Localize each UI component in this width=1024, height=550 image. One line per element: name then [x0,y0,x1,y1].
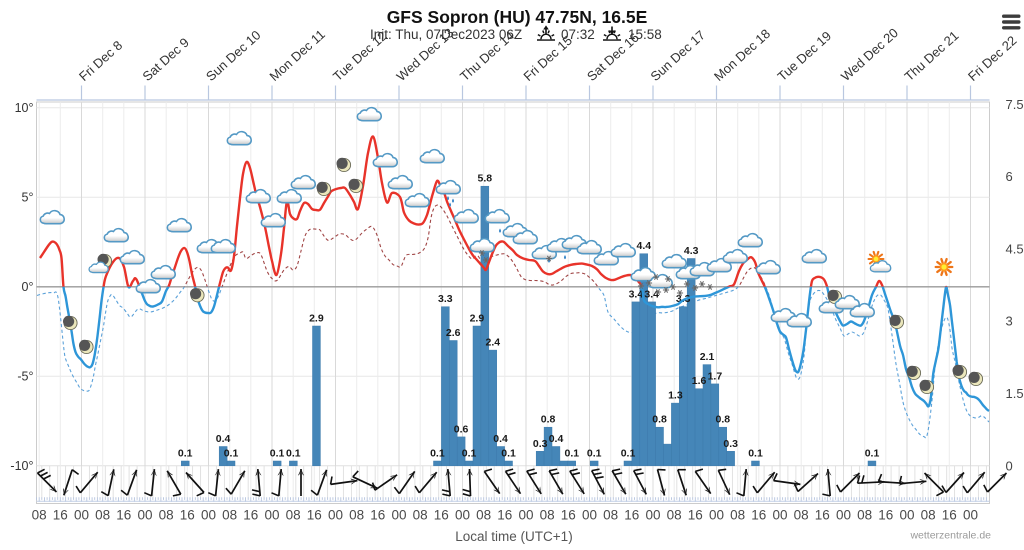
svg-text:00: 00 [455,508,470,523]
svg-text:0.1: 0.1 [462,448,477,460]
svg-text:4.5: 4.5 [1006,241,1024,256]
svg-text:0.6: 0.6 [454,423,469,435]
svg-text:2.6: 2.6 [446,327,461,339]
svg-text:0°: 0° [22,280,34,294]
svg-text:08: 08 [222,508,237,523]
svg-text:08: 08 [159,508,174,523]
svg-text:16: 16 [180,508,195,523]
svg-text:-10°: -10° [10,459,33,473]
svg-text:2.9: 2.9 [470,313,485,325]
svg-text:2.1: 2.1 [700,351,715,363]
svg-text:08: 08 [921,508,936,523]
svg-text:00: 00 [963,508,978,523]
svg-text:0.4: 0.4 [216,433,231,445]
svg-text:7.5: 7.5 [1006,97,1024,112]
svg-text:wetterzentrale.de: wetterzentrale.de [909,530,991,542]
svg-text:16: 16 [815,508,830,523]
svg-text:00: 00 [836,508,851,523]
svg-text:0.1: 0.1 [178,448,193,460]
svg-text:0.1: 0.1 [865,448,880,460]
svg-text:00: 00 [582,508,597,523]
svg-text:08: 08 [286,508,301,523]
svg-text:00: 00 [74,508,89,523]
svg-text:2.4: 2.4 [485,337,500,349]
svg-text:08: 08 [95,508,110,523]
svg-text:0.1: 0.1 [224,448,239,460]
svg-text:2.9: 2.9 [309,313,324,325]
svg-text:16: 16 [434,508,449,523]
svg-text:0.4: 0.4 [493,433,508,445]
svg-text:-5°: -5° [17,370,33,384]
svg-text:1.5: 1.5 [1006,386,1024,401]
svg-text:00: 00 [899,508,914,523]
svg-text:GFS Sopron (HU) 47.75N, 16.5E: GFS Sopron (HU) 47.75N, 16.5E [387,7,648,27]
svg-text:0.1: 0.1 [587,448,602,460]
svg-text:00: 00 [137,508,152,523]
svg-text:0: 0 [1006,458,1013,473]
svg-text:08: 08 [857,508,872,523]
svg-text:16: 16 [53,508,68,523]
svg-text:16: 16 [243,508,258,523]
svg-text:0.1: 0.1 [501,448,516,460]
svg-text:Local time (UTC+1): Local time (UTC+1) [455,529,572,544]
svg-text:16: 16 [751,508,766,523]
svg-text:0.1: 0.1 [430,448,445,460]
svg-text:10°: 10° [15,101,34,115]
svg-text:1.6: 1.6 [692,375,707,387]
svg-text:00: 00 [391,508,406,523]
svg-text:0.3: 0.3 [533,438,548,450]
svg-text:08: 08 [730,508,745,523]
svg-text:00: 00 [645,508,660,523]
svg-text:00: 00 [328,508,343,523]
svg-text:16: 16 [370,508,385,523]
svg-text:3.3: 3.3 [438,293,453,305]
svg-text:07:32: 07:32 [561,27,595,42]
svg-text:0.4: 0.4 [549,433,564,445]
svg-text:08: 08 [603,508,618,523]
svg-text:0.8: 0.8 [715,414,730,426]
svg-text:5°: 5° [22,191,34,205]
svg-text:08: 08 [476,508,491,523]
svg-text:15:58: 15:58 [628,27,662,42]
svg-text:00: 00 [772,508,787,523]
svg-text:08: 08 [413,508,428,523]
svg-text:Init: Thu, 07Dec2023 06Z: Init: Thu, 07Dec2023 06Z [370,27,522,42]
svg-text:0.1: 0.1 [270,448,285,460]
svg-text:6: 6 [1006,169,1013,184]
svg-text:16: 16 [624,508,639,523]
svg-text:00: 00 [264,508,279,523]
svg-text:08: 08 [32,508,47,523]
svg-text:1.3: 1.3 [668,390,683,402]
svg-text:0.3: 0.3 [723,438,738,450]
svg-text:3.4: 3.4 [629,288,644,300]
svg-text:16: 16 [942,508,957,523]
svg-text:16: 16 [116,508,131,523]
svg-text:08: 08 [540,508,555,523]
svg-text:3: 3 [1006,314,1013,329]
svg-text:08: 08 [667,508,682,523]
svg-text:16: 16 [307,508,322,523]
svg-text:5.8: 5.8 [477,173,492,185]
svg-text:16: 16 [688,508,703,523]
svg-text:08: 08 [794,508,809,523]
svg-text:3.4: 3.4 [644,288,659,300]
svg-text:16: 16 [878,508,893,523]
svg-text:00: 00 [709,508,724,523]
svg-text:08: 08 [349,508,364,523]
svg-text:4.4: 4.4 [636,240,651,252]
svg-text:0.1: 0.1 [286,448,301,460]
svg-text:0.1: 0.1 [564,448,579,460]
svg-text:00: 00 [201,508,216,523]
svg-text:4.3: 4.3 [684,245,699,257]
svg-text:0.1: 0.1 [621,448,636,460]
svg-text:0.8: 0.8 [541,414,556,426]
svg-text:1.7: 1.7 [708,370,723,382]
svg-text:00: 00 [518,508,533,523]
svg-text:16: 16 [561,508,576,523]
svg-text:16: 16 [497,508,512,523]
svg-text:0.1: 0.1 [748,448,763,460]
svg-text:0.8: 0.8 [652,414,667,426]
